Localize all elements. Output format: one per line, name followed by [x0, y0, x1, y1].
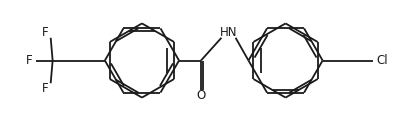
Text: O: O — [196, 89, 206, 102]
Text: HN: HN — [220, 26, 237, 39]
Text: F: F — [41, 82, 48, 95]
Text: F: F — [26, 54, 32, 67]
Text: Cl: Cl — [376, 54, 388, 67]
Text: F: F — [41, 26, 48, 39]
